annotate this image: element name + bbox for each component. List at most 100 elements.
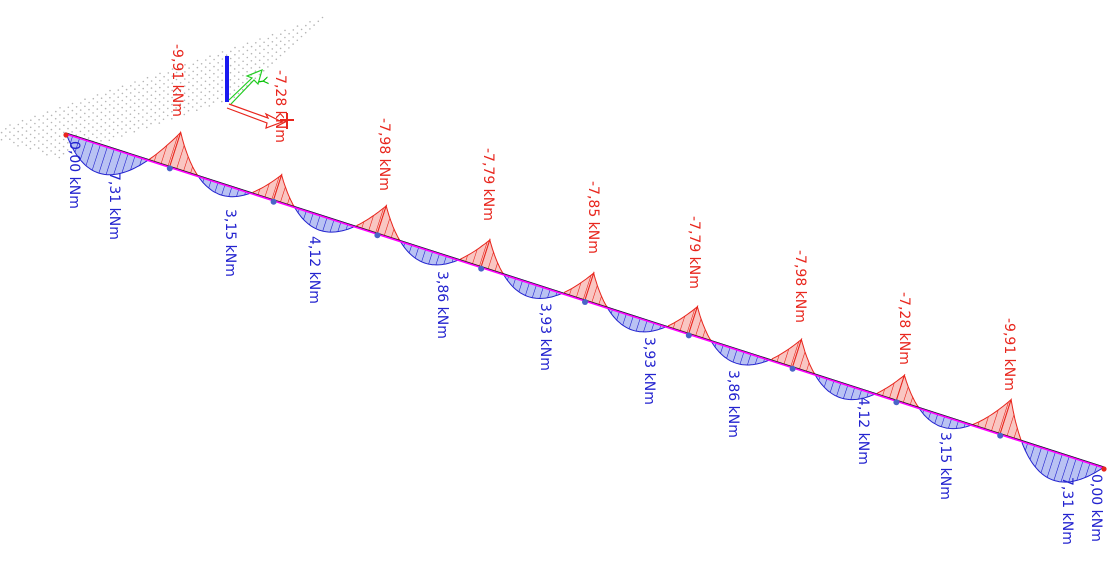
coordinate-axes-icon: Y — [225, 56, 294, 129]
hatch-line — [1068, 458, 1077, 482]
grid-dot — [100, 104, 103, 107]
grid-dot — [221, 51, 224, 53]
hogging-moment-area — [667, 305, 699, 335]
grid-dot — [54, 139, 57, 141]
grid-dot — [204, 94, 207, 97]
grid-dot — [196, 59, 199, 62]
grid-dot — [117, 96, 119, 98]
grid-dot — [233, 82, 236, 84]
grid-dot — [171, 89, 173, 92]
grid-dot — [125, 95, 128, 98]
grid-dot — [254, 77, 257, 80]
grid-dot — [250, 60, 253, 62]
grid-dot — [196, 95, 198, 97]
grid-dot — [21, 141, 24, 143]
grid-dot — [288, 47, 290, 49]
grid-dot — [284, 43, 286, 46]
grid-dot — [275, 44, 278, 46]
hatch-line — [479, 241, 488, 267]
grid-dot — [113, 107, 115, 109]
hatch-line — [679, 316, 686, 331]
hatch-line — [688, 306, 698, 334]
grid-dot — [30, 119, 32, 121]
grid-dot — [62, 145, 65, 148]
grid-dot — [71, 152, 73, 154]
grid-dot — [25, 144, 28, 147]
hatch-line — [113, 150, 122, 175]
hatch-line — [98, 146, 108, 174]
grid-dot — [196, 66, 199, 69]
grid-dot — [34, 129, 36, 132]
grid-dot — [204, 66, 207, 68]
grid-dot — [112, 128, 115, 131]
grid-dot — [233, 89, 236, 91]
grid-dot — [205, 59, 207, 61]
grid-dot — [246, 49, 249, 52]
grid-dot — [163, 83, 165, 85]
hatch-line — [375, 207, 384, 233]
grid-dot — [29, 140, 32, 143]
grid-dot — [100, 140, 102, 142]
grid-dot — [204, 73, 207, 75]
grid-dot — [84, 105, 86, 108]
hatch-line — [1060, 455, 1070, 482]
grid-dot — [158, 93, 161, 96]
supports — [63, 132, 1107, 472]
grid-dot — [113, 93, 115, 95]
hatch-line — [643, 319, 648, 332]
hatch-line — [1029, 444, 1036, 460]
grid-dot — [163, 97, 165, 99]
grid-dot — [238, 57, 240, 59]
grid-dot — [183, 85, 186, 87]
grid-dot — [179, 74, 182, 77]
grid-dot — [104, 129, 107, 131]
grid-dot — [230, 50, 232, 53]
hatch-line — [1006, 414, 1015, 436]
grid-dot — [150, 108, 152, 111]
grid-dot — [92, 112, 94, 114]
grid-dot — [62, 138, 65, 141]
grid-dot — [75, 127, 78, 129]
grid-dot — [112, 135, 115, 138]
grid-dot — [267, 44, 270, 47]
hatch-line — [836, 382, 842, 397]
grid-dot — [275, 37, 278, 39]
hatch-line — [591, 285, 598, 303]
grid-dot — [125, 124, 127, 126]
grid-dot — [179, 89, 182, 91]
grid-dot — [100, 111, 103, 114]
grid-dot — [87, 137, 90, 139]
grid-dot — [67, 127, 69, 130]
grid-dot — [154, 119, 156, 121]
span-moment-label: 3,86 kNm — [434, 271, 450, 339]
grid-dot — [125, 117, 127, 119]
span-moment-label: 7,31 kNm — [106, 172, 122, 240]
hatch-line — [428, 250, 434, 265]
grid-dot — [246, 63, 248, 66]
grid-dot — [71, 131, 73, 133]
grid-dot — [113, 100, 115, 102]
support-node — [270, 198, 277, 205]
grid-dot — [63, 131, 65, 134]
grid-dot — [188, 67, 190, 69]
grid-dot — [146, 112, 148, 114]
grid-dot — [305, 24, 307, 27]
hatch-line — [776, 355, 780, 362]
grid-dot — [133, 130, 136, 133]
grid-dot — [83, 133, 86, 136]
grid-dot — [21, 134, 24, 136]
hatch-line — [583, 275, 592, 300]
hatch-line — [273, 174, 282, 200]
grid-dot — [54, 117, 57, 120]
grid-dot — [213, 58, 215, 61]
grid-dot — [42, 136, 44, 138]
hatch-line — [472, 249, 478, 264]
grid-dot — [175, 78, 178, 81]
grid-dot — [59, 121, 61, 123]
grid-dot — [175, 85, 178, 88]
grid-dot — [263, 48, 265, 51]
span-moment-labels: 7,31 kNm 3,15 kNm 4,12 kNm 3,86 kNm 3,93… — [106, 172, 1075, 545]
grid-dot — [171, 118, 173, 120]
grid-dot — [142, 87, 144, 90]
grid-dot — [67, 120, 69, 123]
